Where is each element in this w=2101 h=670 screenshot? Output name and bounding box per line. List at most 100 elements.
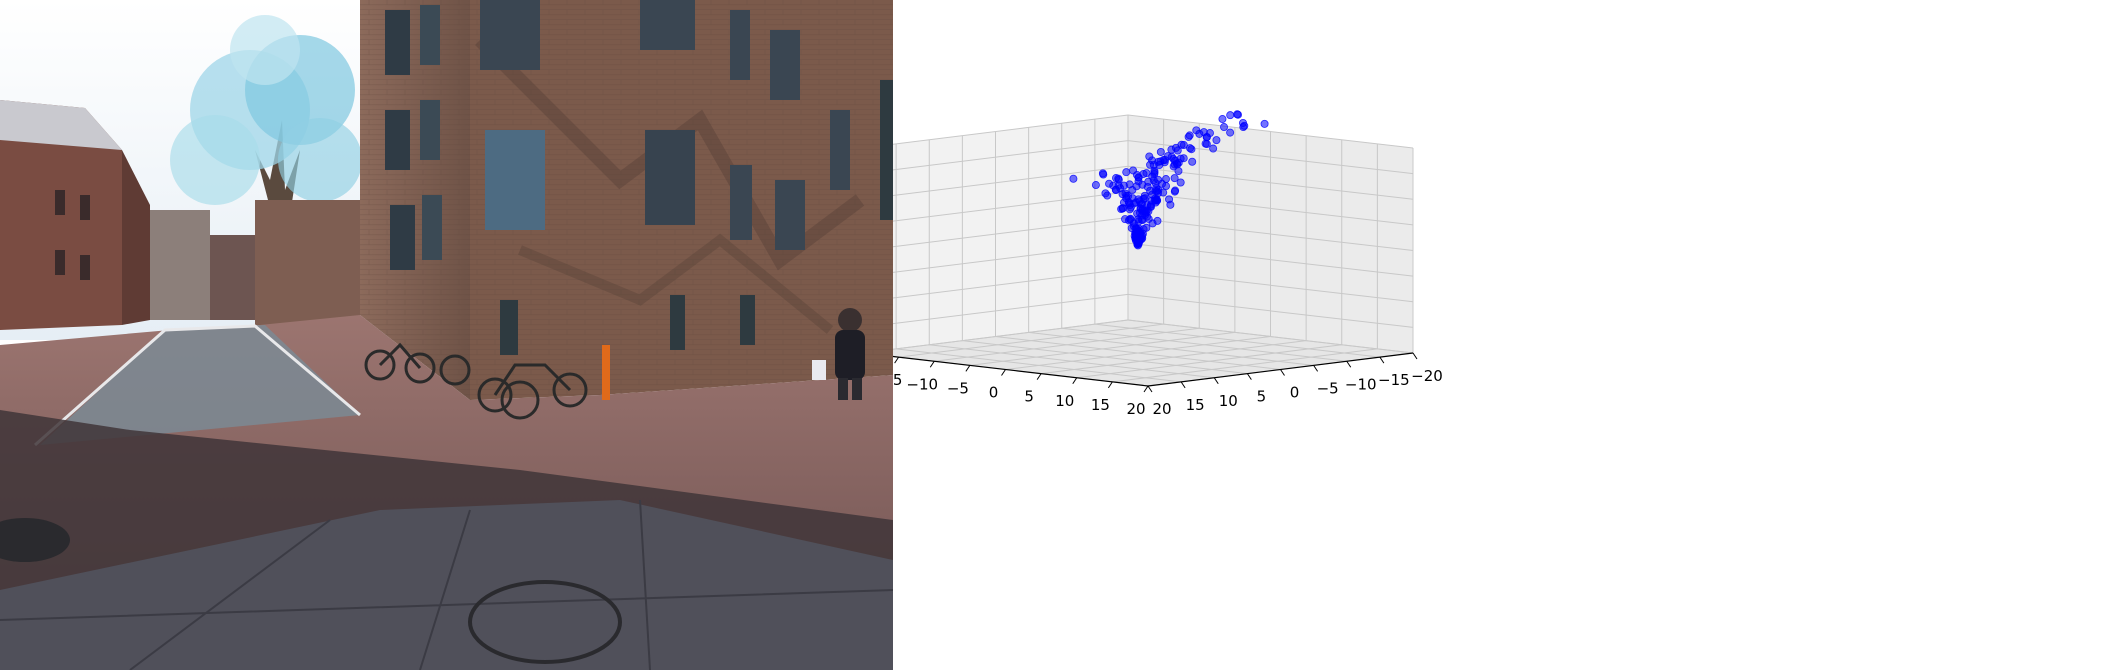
y-tick-mark xyxy=(1313,365,1319,372)
scatter-point xyxy=(1233,110,1242,119)
x-tick-mark xyxy=(1072,377,1078,385)
gridline xyxy=(1041,340,1307,375)
scatter-point xyxy=(1129,166,1138,175)
scatter-point xyxy=(1133,241,1142,250)
x-tick-mark xyxy=(1107,381,1113,389)
x-tick-label: 20 xyxy=(1126,400,1145,418)
tree xyxy=(170,15,362,330)
scatter-point xyxy=(1161,175,1170,184)
scatter-point xyxy=(1188,157,1197,166)
x-tick-label: 10 xyxy=(1055,392,1074,410)
scatter-point xyxy=(1176,178,1185,187)
scatter-point xyxy=(1135,208,1144,217)
x-tick-mark xyxy=(1036,373,1042,380)
gridline xyxy=(962,340,1248,375)
scatter-point xyxy=(1260,119,1269,128)
y-tick-label: 10 xyxy=(1219,392,1238,410)
x-tick-mark xyxy=(929,360,935,368)
gridline xyxy=(893,191,1129,222)
y-tick-label: 0 xyxy=(1290,384,1300,402)
floor-pane xyxy=(893,320,1413,386)
x-tick-label: 15 xyxy=(1091,396,1110,414)
scatter-point xyxy=(1134,173,1143,182)
x-tick-mark xyxy=(1001,369,1006,376)
street-photo-illustration xyxy=(0,0,893,670)
gridline xyxy=(893,140,1129,171)
y-tick-mark xyxy=(1180,381,1186,389)
scatter-point xyxy=(1125,205,1134,214)
grid-lines xyxy=(893,114,1414,387)
street-photo xyxy=(0,0,893,670)
scatter-point xyxy=(1130,199,1139,208)
scatter-point xyxy=(1101,189,1110,198)
gridline xyxy=(893,114,1129,145)
pavement xyxy=(0,315,893,670)
y-tick-mark xyxy=(1346,360,1352,368)
scatter-point xyxy=(1226,128,1235,137)
x-tick-mark xyxy=(965,365,971,372)
x-tick-mark xyxy=(894,356,900,364)
left-building xyxy=(0,100,150,330)
scatter-point xyxy=(1170,187,1179,196)
scatter-point xyxy=(1134,215,1143,224)
y-tick-mark xyxy=(1213,377,1219,385)
scatter-point xyxy=(1162,182,1171,191)
scatter-point xyxy=(1212,136,1221,145)
scatter-point xyxy=(1186,144,1195,153)
scatter-point xyxy=(1149,160,1158,169)
scatter-point xyxy=(1118,204,1127,213)
scatter-point xyxy=(1069,174,1078,183)
scatter-point xyxy=(1171,143,1180,152)
y-tick-label: 5 xyxy=(1257,388,1267,406)
scatter-point xyxy=(1159,156,1168,165)
y-tick-label: −10 xyxy=(1345,375,1377,393)
x-tick-label: 0 xyxy=(989,384,999,402)
left-wall-pane xyxy=(893,115,1128,350)
orange-post xyxy=(602,345,610,400)
scatter-point xyxy=(1179,141,1188,150)
scatter-point xyxy=(1122,168,1131,177)
main-building xyxy=(360,0,893,400)
scatter-point xyxy=(1170,160,1179,169)
gridline xyxy=(1112,348,1378,383)
scatter-point xyxy=(1119,181,1128,190)
y-tick-label: −15 xyxy=(1378,371,1410,389)
scatter-point xyxy=(1112,174,1121,183)
scatter-point xyxy=(1124,192,1133,201)
y-tick-label: 15 xyxy=(1186,396,1205,414)
scatter-point xyxy=(1220,123,1229,132)
scatter-point xyxy=(1109,181,1118,190)
scatter-point xyxy=(1154,175,1163,184)
y-tick-mark xyxy=(1147,385,1153,393)
scatter-point xyxy=(1099,170,1108,179)
gridline xyxy=(995,336,1281,370)
y-tick-mark xyxy=(1412,352,1418,360)
gridline xyxy=(1127,191,1414,226)
x-tick-label: −10 xyxy=(906,375,938,393)
gridline xyxy=(893,165,1129,197)
gridline xyxy=(1076,344,1342,379)
scatter-point xyxy=(1156,147,1165,156)
scatter-point xyxy=(1153,216,1162,225)
x-tick-mark xyxy=(1143,385,1149,393)
scatter-point xyxy=(1124,216,1133,225)
scatter-point xyxy=(1128,186,1137,195)
scatter-point xyxy=(1239,118,1248,127)
scatter-points xyxy=(1069,110,1269,250)
bicycles xyxy=(364,342,588,420)
scatter-3d-chart: −20−15−10−50510152020151050−5−10−15−2020… xyxy=(893,0,2101,670)
scatter-point xyxy=(1165,195,1174,204)
scatter-point xyxy=(1209,144,1218,153)
scatter-point xyxy=(1170,174,1179,183)
pedestrian xyxy=(812,308,865,400)
y-tick-label: 20 xyxy=(1152,400,1171,418)
x-tick-label: −15 xyxy=(893,371,902,389)
scatter-point xyxy=(1202,133,1211,142)
y-tick-mark xyxy=(1280,369,1285,376)
scatter-point xyxy=(1179,154,1188,163)
scatter-3d-canvas: −20−15−10−50510152020151050−5−10−15−2020… xyxy=(893,110,1443,418)
x-tick-label: −5 xyxy=(947,379,969,397)
y-tick-mark xyxy=(1379,356,1385,364)
scatter-point xyxy=(1218,115,1227,124)
background-buildings xyxy=(150,200,360,325)
